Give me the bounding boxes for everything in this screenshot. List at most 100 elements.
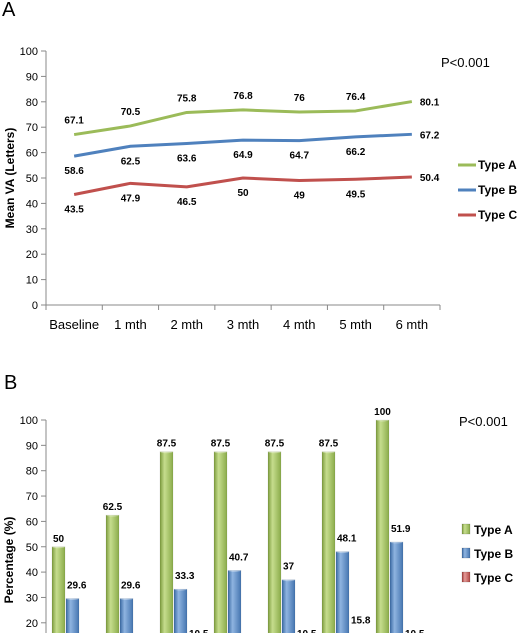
bar-cap [106,513,119,517]
x-tick-label: 5 mth [339,317,372,332]
bar-cap [268,450,281,454]
data-label: 87.5 [211,439,231,450]
data-label: 40.7 [229,552,249,563]
bar-type-b [65,598,80,633]
x-tick-label: 6 mth [396,317,429,332]
data-label: 63.6 [177,153,197,164]
legend-label: Type A [474,523,513,537]
bar-type-a [213,451,228,633]
data-label: 29.6 [67,580,87,591]
data-label: 10.5 [189,629,209,633]
data-labels: 67.1 70.5 75.8 76.8 76 76.4 80.1 58.6 62.5 63.6 64… [64,91,439,216]
bar-type-a [159,451,174,633]
data-label: 75.8 [177,93,197,104]
data-label: 76.4 [346,92,366,103]
y-tick-label: 50 [26,542,38,554]
y-tick-label: 80 [26,97,38,109]
bar-cap [322,450,335,454]
bar-type-b [389,541,404,633]
y-tick-label: 100 [20,46,38,58]
y-tick-label: 80 [26,466,38,478]
legend: Type A Type B Type C [461,523,513,585]
bar-cap [174,587,187,591]
legend-label: Type B [474,547,513,561]
data-label: 48.1 [337,534,357,545]
legend-swatch [461,571,471,583]
y-tick-label: 60 [26,148,38,160]
data-label: 87.5 [319,439,339,450]
legend-label: Type C [478,208,517,222]
data-label: 64.9 [233,150,253,161]
bar-cap [214,450,227,454]
y-tick-label: 70 [26,491,38,503]
data-label: 87.5 [157,439,177,450]
bar-type-b [227,570,242,633]
y-tick-label: 30 [26,224,38,236]
data-label: 33.3 [175,571,195,582]
bar-type-b [173,588,188,633]
y-tick-label: 70 [26,122,38,134]
data-label: 15.8 [351,615,371,626]
x-axis: Baseline 1 mth 2 mth 3 mth 4 mth 5 mth 6 mth [45,304,441,332]
data-label: 67.1 [64,116,84,127]
line-chart-panel: 0 10 20 30 40 50 60 70 80 90 100 Baseline 1 mth 2 mt… [3,46,517,332]
data-label: 67.2 [420,130,440,141]
y-axis-title: Percentage (%) [2,517,16,604]
bar-chart-panel: 20 30 40 50 60 70 80 90 100 50 62.5 87.5 87.5 87.5 87… [2,407,513,633]
series-line-type-c [73,175,412,196]
bar-type-a [105,514,120,633]
x-tick-label: 1 mth [114,317,147,332]
data-label: 50 [53,534,65,545]
data-label: 80.1 [420,98,440,109]
data-label: 100 [374,407,391,418]
data-label: 43.5 [64,205,84,216]
bar-type-b [281,579,296,633]
legend-label: Type B [478,183,517,197]
y-tick-label: 20 [26,618,38,630]
series-line-type-b [73,132,412,158]
y-tick-label: 30 [26,592,38,604]
data-label: 62.5 [103,502,123,513]
bar-type-a [51,546,66,633]
data-label: 70.5 [121,107,141,118]
p-value-annotation: P<0.001 [441,55,490,70]
panel-a-letter: A [2,0,16,21]
y-tick-label: 60 [26,516,38,528]
legend-label: Type C [474,571,513,585]
bar-cap [390,540,403,544]
bar-cap [160,450,173,454]
bar-cap [66,596,79,600]
legend: Type A Type B Type C [458,158,517,222]
line-series [73,100,413,196]
bar-cap [376,418,389,422]
bar-type-b [335,551,350,633]
data-label: 49.5 [346,189,366,200]
y-tick-label: 90 [26,71,38,83]
bar-cap [282,578,295,582]
y-tick-label: 50 [26,173,38,185]
data-label: 10.5 [297,629,317,633]
data-label: 37 [283,562,295,573]
bar-type-a [375,419,390,633]
x-tick-label: Baseline [49,317,99,332]
data-label: 49 [294,191,306,202]
data-label: 76.8 [233,91,253,102]
data-label: 64.7 [290,151,310,162]
legend-swatch [461,547,471,559]
data-label: 29.6 [121,580,141,591]
bar-cap [120,596,133,600]
bar-series [51,418,404,633]
p-value-annotation: P<0.001 [459,414,508,429]
bar-cap [228,568,241,572]
y-tick-label: 100 [20,415,38,427]
data-label: 76 [294,93,306,104]
y-axis-title: Mean VA (Letters) [3,128,17,229]
legend-swatch [461,523,471,535]
data-label: 10.5 [405,629,425,633]
bar-type-a [267,451,282,633]
y-tick-label: 40 [26,198,38,210]
y-tick-label: 0 [32,300,38,312]
y-axis: 20 30 40 50 60 70 80 90 100 [20,415,47,633]
data-label: 87.5 [265,439,285,450]
